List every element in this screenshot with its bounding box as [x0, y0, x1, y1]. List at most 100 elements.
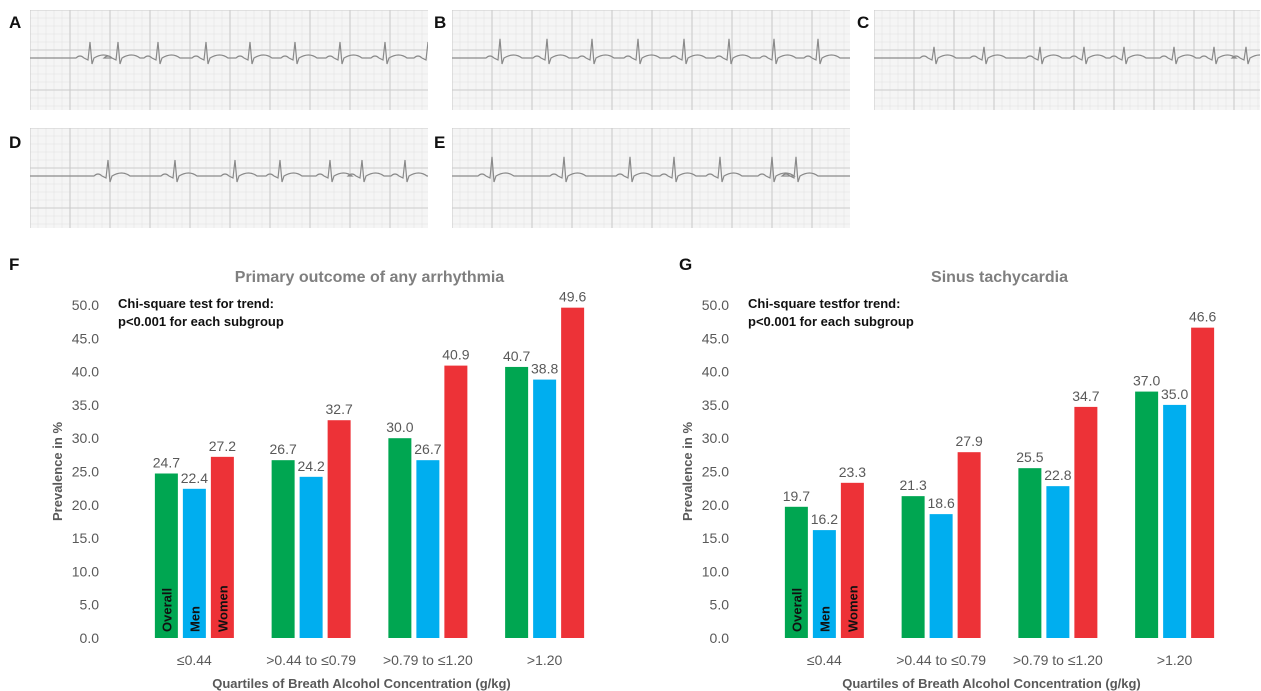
ecg-grid [874, 10, 1260, 110]
chart-f: Primary outcome of any arrhythmia Chi-squ… [0, 255, 630, 691]
panel-label-e: E [434, 133, 446, 152]
data-label: 22.8 [1044, 467, 1071, 483]
bar-men [533, 379, 557, 638]
annotation-line-1: Chi-square test for trend: [118, 296, 274, 311]
chart-title: Sinus tachycardia [931, 269, 1068, 286]
x-tick-label: ≤0.44 [177, 652, 212, 668]
bar-women [210, 456, 234, 638]
ecg-trace [30, 41, 428, 65]
chart-title: Primary outcome of any arrhythmia [235, 269, 505, 286]
data-label: 32.7 [326, 401, 353, 417]
data-label: 40.7 [503, 348, 530, 364]
data-label: 34.7 [1072, 388, 1099, 404]
data-label: 24.7 [153, 454, 180, 470]
bar-women [1191, 327, 1215, 638]
ecg-strip-c [874, 10, 1260, 110]
data-label: 30.0 [386, 419, 413, 435]
y-tick-label: 15.0 [702, 530, 729, 546]
bar-women [444, 365, 468, 638]
data-label: 38.8 [531, 361, 558, 377]
y-tick-label: 5.0 [710, 597, 730, 613]
ecg-trace [452, 156, 850, 183]
x-tick-label: >0.79 to ≤1.20 [383, 652, 473, 668]
ecg-strip-b [452, 10, 850, 110]
bar-men [182, 488, 206, 638]
x-tick-label: >0.44 to ≤0.79 [266, 652, 356, 668]
data-label: 40.9 [442, 347, 469, 363]
bar-overall [784, 506, 808, 638]
y-tick-label: 25.0 [72, 464, 99, 480]
y-tick-label: 10.0 [72, 563, 99, 579]
bar-overall [154, 473, 178, 638]
bar-women [327, 420, 351, 638]
y-axis-label: Prevalence in % [680, 422, 695, 521]
x-tick-label: >0.79 to ≤1.20 [1013, 652, 1103, 668]
data-label: 26.7 [414, 441, 441, 457]
bar-men [1046, 486, 1070, 638]
data-label: 26.7 [270, 441, 297, 457]
y-axis-label: Prevalence in % [50, 422, 65, 521]
data-label: 18.6 [928, 495, 955, 511]
data-label: 25.5 [1016, 449, 1043, 465]
y-tick-label: 35.0 [702, 397, 729, 413]
y-tick-label: 30.0 [72, 430, 99, 446]
bar-men [416, 460, 440, 638]
chart-g-svg: Sinus tachycardia Chi-square testfor tren… [680, 269, 1216, 691]
y-tick-label: 20.0 [72, 497, 99, 513]
bar-overall [1018, 468, 1042, 638]
ecg-strip-a [30, 10, 428, 110]
bar-men [299, 476, 323, 638]
ecg-grid [30, 128, 428, 228]
y-tick-label: 45.0 [702, 330, 729, 346]
y-tick-label: 45.0 [72, 330, 99, 346]
y-tick-label: 10.0 [702, 563, 729, 579]
data-label: 22.4 [181, 470, 208, 486]
y-tick-label: 25.0 [702, 464, 729, 480]
panel-label-f: F [9, 255, 20, 274]
bar-women [840, 482, 864, 638]
y-tick-label: 35.0 [72, 397, 99, 413]
x-tick-label: ≤0.44 [807, 652, 842, 668]
chart-g: Sinus tachycardia Chi-square testfor tren… [630, 255, 1261, 691]
data-label: 21.3 [900, 477, 927, 493]
data-label: 16.2 [811, 511, 838, 527]
bar-men [929, 514, 953, 638]
ecg-trace [30, 159, 428, 183]
data-label: 19.7 [783, 488, 810, 504]
ecg-trace [452, 38, 850, 65]
y-tick-label: 0.0 [710, 630, 730, 646]
data-label: 49.6 [559, 289, 586, 305]
series-name-label: Overall [789, 588, 804, 632]
x-tick-label: >1.20 [527, 652, 563, 668]
ecg-trace [874, 46, 1260, 65]
bar-overall [1135, 391, 1159, 638]
annotation-line-2: p<0.001 for each subgroup [118, 314, 284, 329]
bar-overall [505, 366, 529, 638]
ecg-grid [452, 10, 850, 110]
ecg-strip-d [30, 128, 428, 228]
series-name-label: Men [817, 606, 832, 632]
x-axis-label: Quartiles of Breath Alcohol Concentratio… [842, 676, 1141, 691]
bar-overall [901, 496, 925, 638]
ecg-grid [452, 128, 850, 228]
ecg-grid [30, 10, 428, 110]
x-axis-label: Quartiles of Breath Alcohol Concentratio… [212, 676, 511, 691]
data-label: 27.9 [956, 433, 983, 449]
y-tick-label: 15.0 [72, 530, 99, 546]
bar-men [1163, 404, 1187, 638]
bar-men [812, 530, 836, 638]
panel-label-b: B [434, 13, 447, 32]
panel-label-d: D [9, 133, 22, 152]
bar-overall [388, 438, 412, 638]
series-name-label: Women [845, 585, 860, 632]
panel-label-a: A [9, 13, 22, 32]
panel-label-c: C [857, 13, 870, 32]
y-tick-label: 40.0 [72, 364, 99, 380]
panel-label-g: G [679, 255, 693, 274]
data-label: 27.2 [209, 438, 236, 454]
y-tick-label: 50.0 [72, 297, 99, 313]
series-name-label: Men [187, 606, 202, 632]
y-tick-label: 20.0 [702, 497, 729, 513]
bar-overall [271, 460, 295, 638]
bar-women [1074, 406, 1098, 638]
